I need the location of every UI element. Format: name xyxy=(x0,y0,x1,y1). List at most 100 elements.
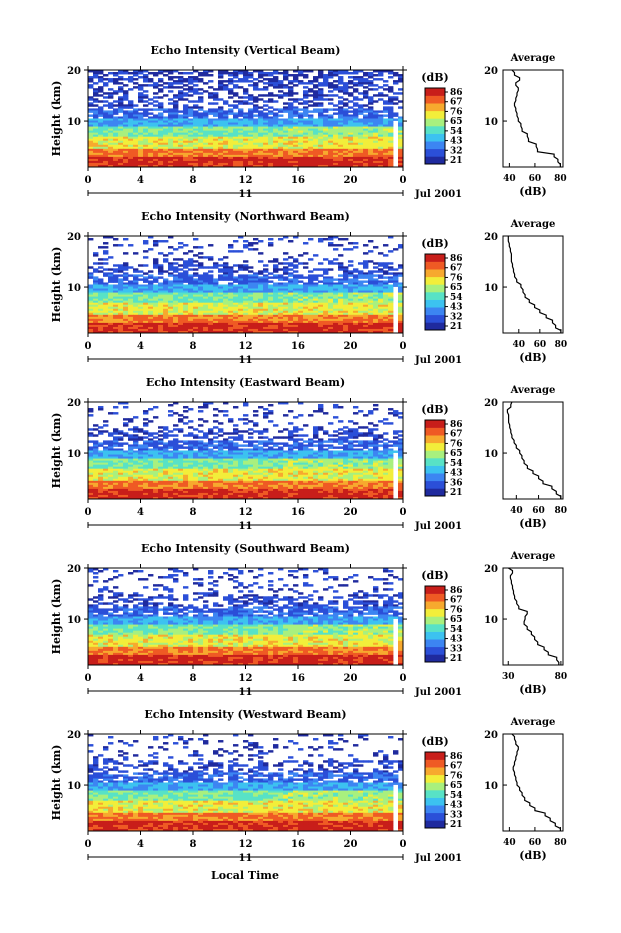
echo-cell xyxy=(173,428,178,430)
echo-cell xyxy=(373,274,378,276)
echo-cell xyxy=(368,412,373,414)
echo-cell xyxy=(118,432,123,434)
y-tick-label: 20 xyxy=(67,66,81,77)
echo-cell xyxy=(173,262,178,264)
echo-cell xyxy=(288,74,293,76)
echo-cell xyxy=(88,98,93,100)
echo-cell xyxy=(328,94,333,96)
echo-cell xyxy=(248,102,253,104)
echo-cell xyxy=(118,444,123,446)
echo-cell xyxy=(103,430,108,432)
echo-cell xyxy=(383,276,388,278)
echo-cell xyxy=(163,436,168,438)
echo-cell xyxy=(373,246,378,248)
echo-cell xyxy=(313,86,318,88)
echo-cell xyxy=(108,80,113,82)
colorbar-swatch xyxy=(425,307,445,315)
echo-cell xyxy=(333,406,338,408)
echo-cell xyxy=(188,72,193,74)
echo-cell xyxy=(283,428,288,430)
echo-cell xyxy=(183,98,188,100)
echo-cell xyxy=(263,264,268,266)
echo-cell xyxy=(288,82,293,84)
echo-cell xyxy=(143,84,148,86)
echo-cell xyxy=(388,440,393,442)
echo-cell xyxy=(273,270,278,272)
echo-cell xyxy=(318,274,323,276)
echo-cell xyxy=(103,420,108,422)
echo-cell xyxy=(313,440,318,442)
echo-cell xyxy=(348,72,353,74)
echo-cell xyxy=(193,84,198,86)
echo-cell xyxy=(298,428,303,430)
echo-cell xyxy=(188,434,193,436)
echo-cell xyxy=(143,104,148,106)
echo-cell xyxy=(168,268,173,270)
echo-cell xyxy=(393,285,398,287)
echo-cell xyxy=(338,432,343,434)
echo-cell xyxy=(368,84,373,86)
echo-cell xyxy=(248,76,253,78)
echo-cell xyxy=(128,428,133,430)
panel-title: Echo Intensity (Vertical Beam) xyxy=(150,44,340,57)
echo-cell xyxy=(338,274,343,276)
echo-cell xyxy=(233,100,238,102)
echo-cell xyxy=(153,74,158,76)
echo-cell xyxy=(383,94,388,96)
echo-cell xyxy=(358,262,363,264)
echo-cell xyxy=(113,82,118,84)
echo-cell xyxy=(243,246,248,248)
echo-cell xyxy=(118,78,123,80)
echo-cell xyxy=(368,76,373,78)
echo-cell xyxy=(138,72,143,74)
echo-cell xyxy=(223,410,228,412)
echo-cell xyxy=(323,440,328,442)
echo-cell xyxy=(378,86,383,88)
echo-cell xyxy=(338,244,343,246)
echo-cell xyxy=(363,426,368,428)
panel-1: Echo Intensity (Vertical Beam)2010Height… xyxy=(50,44,567,200)
echo-cell xyxy=(258,406,263,408)
echo-cell xyxy=(263,94,268,96)
echo-cell xyxy=(393,102,398,104)
echo-cell xyxy=(303,252,308,254)
echo-cell xyxy=(353,436,358,438)
echo-cell xyxy=(198,256,203,258)
echo-cell xyxy=(308,90,313,92)
panel-title: Echo Intensity (Northward Beam) xyxy=(141,210,350,223)
echo-cell xyxy=(178,98,183,100)
echo-cell xyxy=(203,266,208,268)
echo-cell xyxy=(123,434,128,436)
colorbar-swatch xyxy=(425,315,445,323)
echo-cell xyxy=(333,88,338,90)
echo-cell xyxy=(278,72,283,74)
echo-cell xyxy=(163,74,168,76)
echo-cell xyxy=(158,434,163,436)
echo-cell xyxy=(123,278,128,280)
echo-cell xyxy=(263,100,268,102)
echo-cell xyxy=(233,264,238,266)
echo-heatmap xyxy=(88,402,403,499)
echo-cell xyxy=(228,432,233,434)
echo-cell xyxy=(378,94,383,96)
echo-cell xyxy=(333,104,338,106)
echo-cell xyxy=(338,102,343,104)
echo-cell xyxy=(248,80,253,82)
echo-cell xyxy=(378,440,383,442)
echo-cell xyxy=(263,444,268,446)
date-label: Jul 2001 xyxy=(414,189,462,200)
colorbar-swatch xyxy=(425,292,445,300)
echo-cell xyxy=(133,252,138,254)
echo-cell xyxy=(263,416,268,418)
echo-cell xyxy=(198,246,203,248)
profile-x-tick-label: 40 xyxy=(513,340,526,350)
echo-cell xyxy=(118,72,123,74)
echo-cell xyxy=(198,424,203,426)
echo-cell xyxy=(103,84,108,86)
echo-cell xyxy=(253,78,258,80)
echo-cell xyxy=(238,80,243,82)
echo-cell xyxy=(268,74,273,76)
echo-cell xyxy=(368,88,373,90)
echo-cell xyxy=(183,266,188,268)
